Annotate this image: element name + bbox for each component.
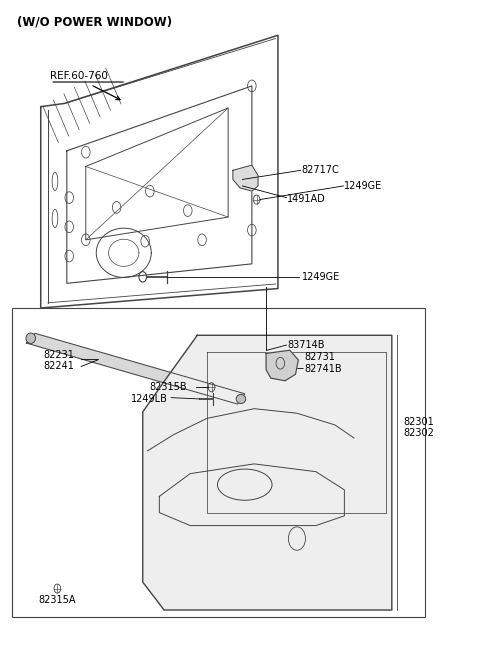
Text: 1491AD: 1491AD: [288, 194, 326, 204]
Text: 82741B: 82741B: [304, 364, 342, 374]
Ellipse shape: [236, 394, 246, 403]
Text: 82315B: 82315B: [150, 383, 188, 392]
Text: 82315A: 82315A: [38, 595, 76, 605]
Text: 82717C: 82717C: [301, 165, 339, 176]
Text: 82231: 82231: [43, 350, 74, 360]
Text: REF.60-760: REF.60-760: [50, 71, 108, 81]
Ellipse shape: [26, 333, 36, 343]
Text: 1249GE: 1249GE: [344, 181, 383, 191]
Polygon shape: [143, 335, 392, 610]
Text: 1249GE: 1249GE: [301, 272, 340, 282]
Polygon shape: [26, 333, 245, 404]
Text: (W/O POWER WINDOW): (W/O POWER WINDOW): [17, 16, 172, 29]
Polygon shape: [266, 350, 299, 381]
Text: 82731: 82731: [304, 352, 335, 362]
Polygon shape: [233, 165, 258, 191]
Text: 83714B: 83714B: [288, 340, 325, 350]
Text: 82241: 82241: [43, 362, 74, 371]
Text: 82302: 82302: [404, 428, 434, 438]
Text: 1249LB: 1249LB: [131, 394, 168, 404]
Bar: [12, 308, 425, 616]
Text: 82301: 82301: [404, 417, 434, 426]
